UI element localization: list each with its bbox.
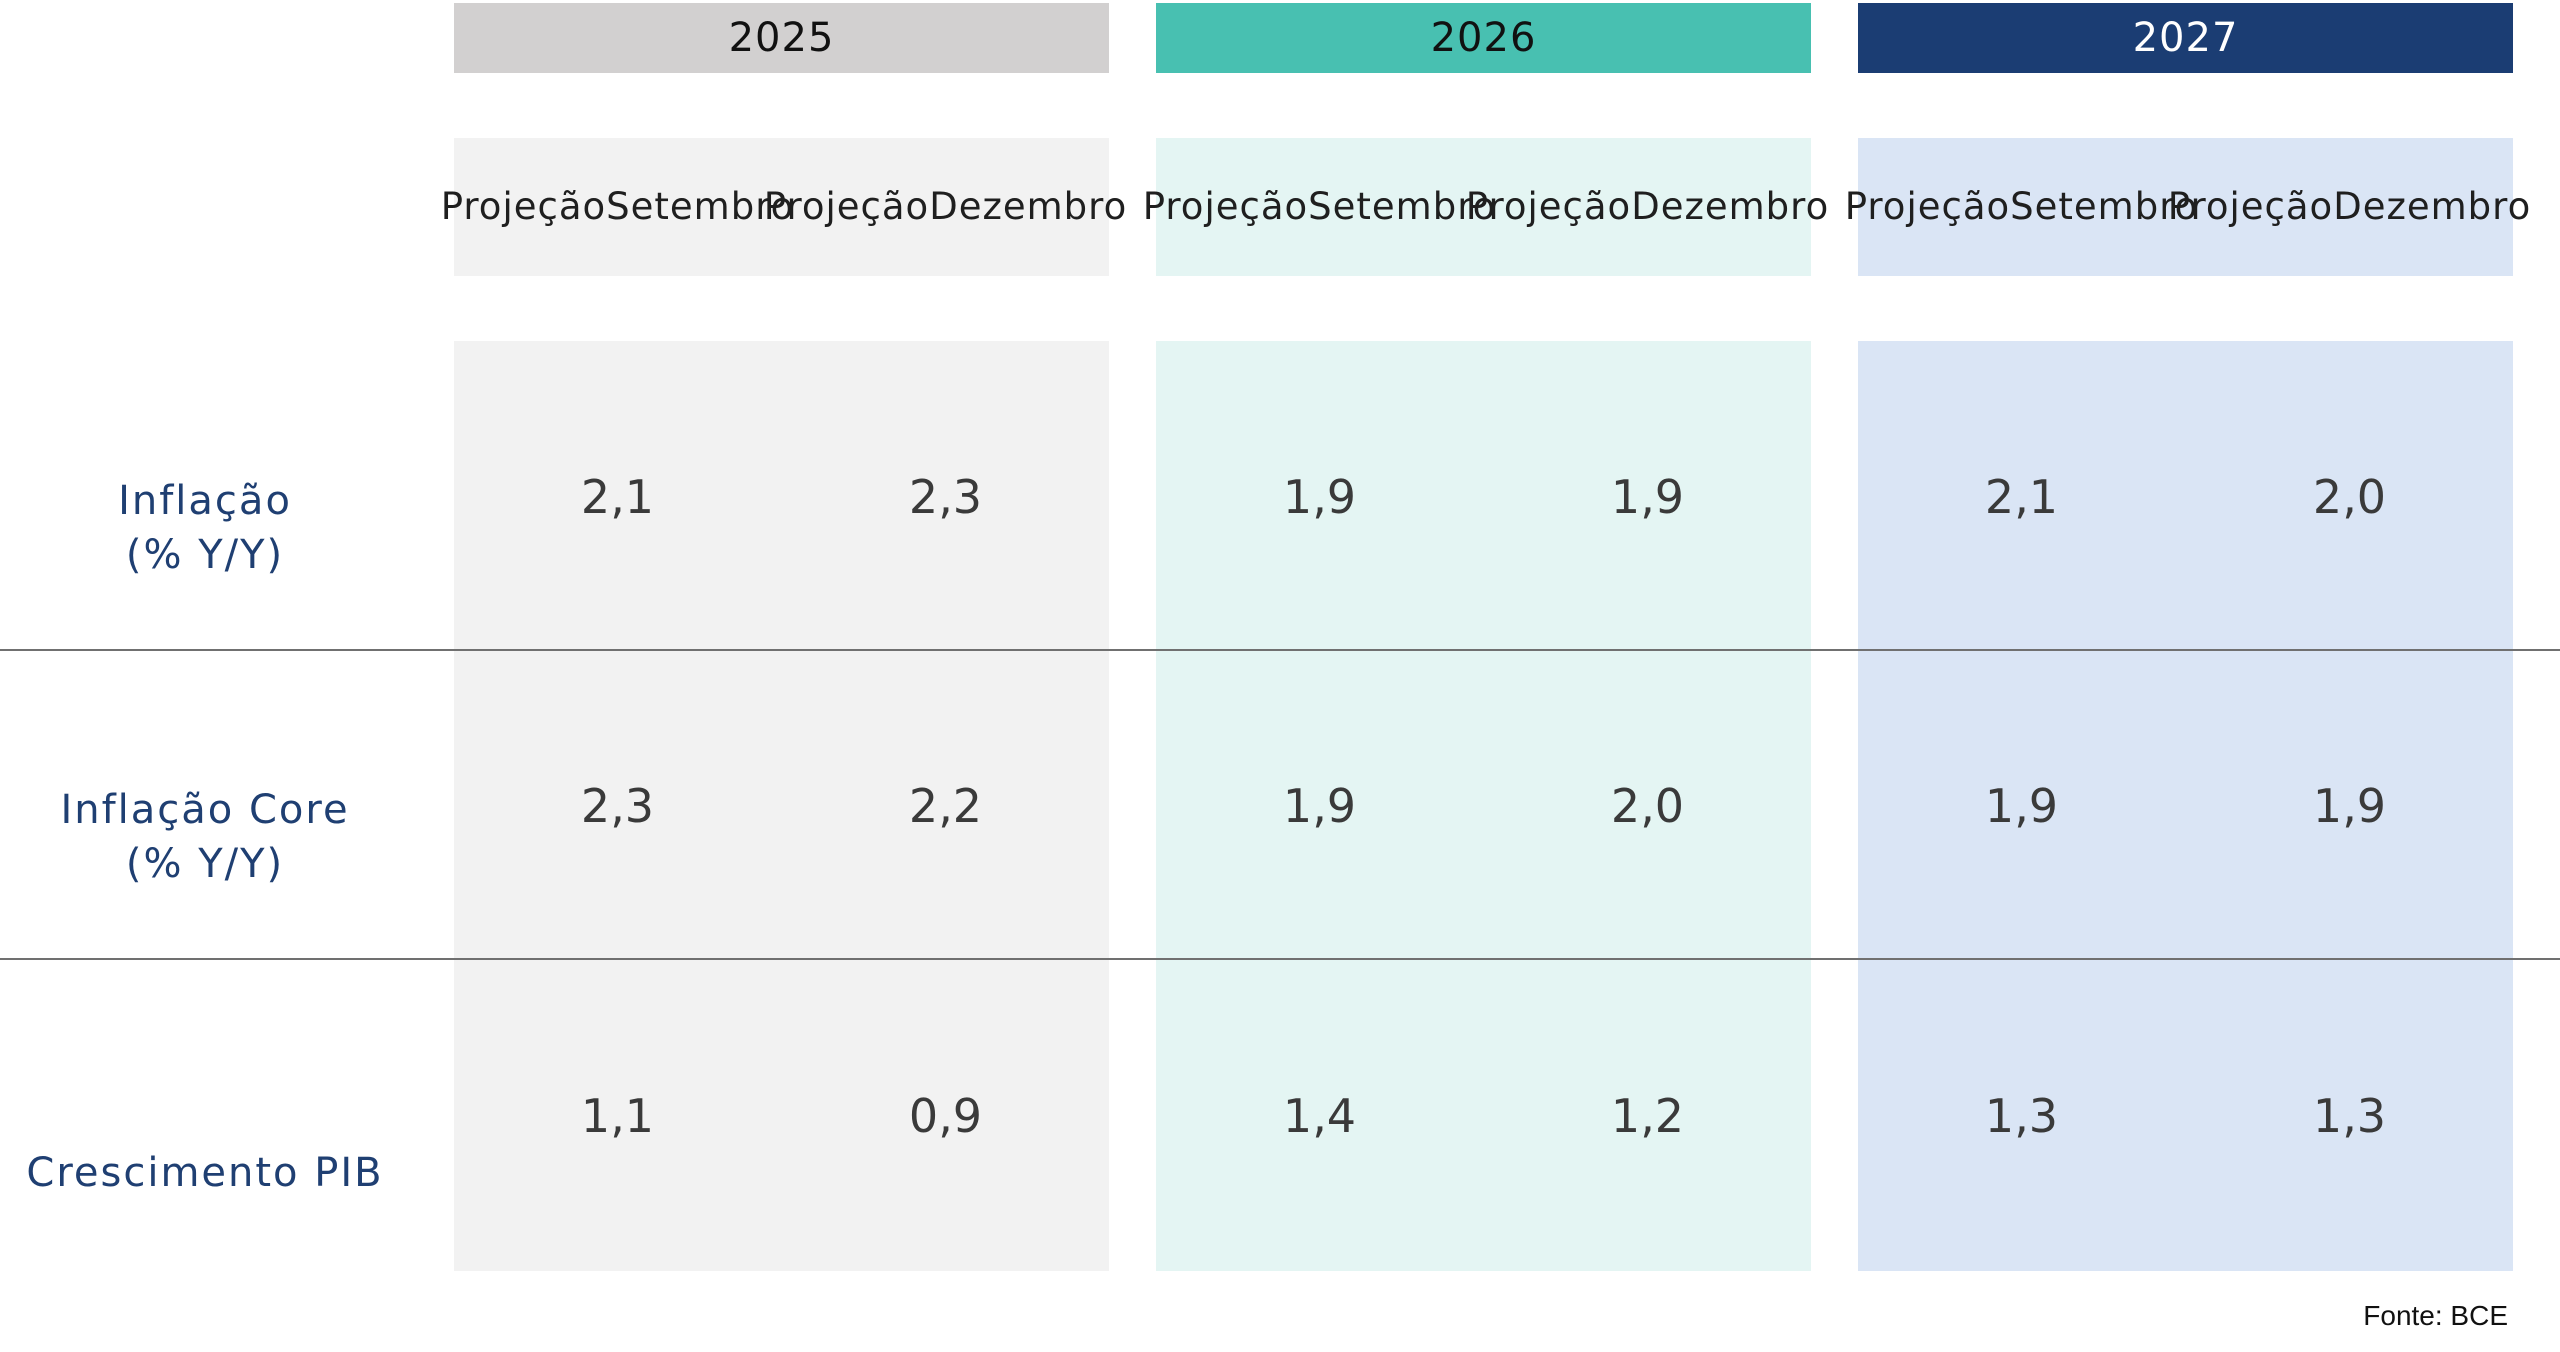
cell-pib-2027-setembro: 1,3 xyxy=(1984,1089,2059,1143)
cell-inflacao-2026-setembro: 1,9 xyxy=(1282,470,1357,524)
cell-inflacao-2025-dezembro: 2,3 xyxy=(908,470,983,524)
row-label-line: (% Y/Y) xyxy=(125,841,285,887)
subheader-line: Projeção xyxy=(1844,185,2011,228)
subheader-line: Dezembro xyxy=(1631,185,1830,228)
year-header-2026: 2026 xyxy=(1156,3,1811,73)
subheader-band-2027 xyxy=(1858,138,2513,276)
row-label-inflacao-core: Inflação Core (% Y/Y) xyxy=(0,783,410,891)
subheader-line: Projeção xyxy=(440,185,607,228)
subheader-2027-dezembro: Projeção Dezembro xyxy=(2168,138,2530,276)
cell-inflacao-2025-setembro: 2,1 xyxy=(580,470,655,524)
row-label-line: (% Y/Y) xyxy=(125,532,285,578)
subheader-line: Projeção xyxy=(763,185,930,228)
subheader-line: Dezembro xyxy=(929,185,1128,228)
subheader-2027-setembro: Projeção Setembro xyxy=(1845,138,2197,276)
row-label-crescimento-pib: Crescimento PIB xyxy=(0,1146,410,1200)
cell-inflacao-core-2026-setembro: 1,9 xyxy=(1282,779,1357,833)
cell-pib-2025-setembro: 1,1 xyxy=(580,1089,655,1143)
subheader-line: Setembro xyxy=(2010,185,2199,228)
subheader-line: Projeção xyxy=(2167,185,2334,228)
year-header-2027: 2027 xyxy=(1858,3,2513,73)
subheader-line: Setembro xyxy=(606,185,795,228)
subheader-band-2025 xyxy=(454,138,1109,276)
row-label-inflacao: Inflação (% Y/Y) xyxy=(0,474,410,582)
subheader-line: Projeção xyxy=(1142,185,1309,228)
cell-inflacao-core-2025-dezembro: 2,2 xyxy=(908,779,983,833)
cell-inflacao-2026-dezembro: 1,9 xyxy=(1610,470,1685,524)
cell-pib-2025-dezembro: 0,9 xyxy=(908,1089,983,1143)
cell-pib-2026-dezembro: 1,2 xyxy=(1610,1089,1685,1143)
row-label-line: Inflação xyxy=(118,478,292,524)
data-band-2026 xyxy=(1156,341,1811,1271)
year-header-2025: 2025 xyxy=(454,3,1109,73)
cell-inflacao-2027-dezembro: 2,0 xyxy=(2312,470,2387,524)
source-note: Fonte: BCE xyxy=(2363,1300,2508,1331)
subheader-2025-setembro: Projeção Setembro xyxy=(441,138,793,276)
data-band-2025 xyxy=(454,341,1109,1271)
cell-inflacao-core-2027-setembro: 1,9 xyxy=(1984,779,2059,833)
cell-inflacao-core-2027-dezembro: 1,9 xyxy=(2312,779,2387,833)
row-label-line: Crescimento PIB xyxy=(26,1150,384,1196)
subheader-2026-setembro: Projeção Setembro xyxy=(1143,138,1495,276)
subheader-2025-dezembro: Projeção Dezembro xyxy=(764,138,1126,276)
cell-inflacao-core-2026-dezembro: 2,0 xyxy=(1610,779,1685,833)
cell-inflacao-2027-setembro: 2,1 xyxy=(1984,470,2059,524)
row-divider xyxy=(0,958,2560,960)
subheader-band-2026 xyxy=(1156,138,1811,276)
row-divider xyxy=(0,649,2560,651)
cell-inflacao-core-2025-setembro: 2,3 xyxy=(580,779,655,833)
subheader-line: Setembro xyxy=(1308,185,1497,228)
subheader-line: Dezembro xyxy=(2333,185,2532,228)
row-label-line: Inflação Core xyxy=(60,787,350,833)
data-band-2027 xyxy=(1858,341,2513,1271)
subheader-line: Projeção xyxy=(1465,185,1632,228)
cell-pib-2026-setembro: 1,4 xyxy=(1282,1089,1357,1143)
cell-pib-2027-dezembro: 1,3 xyxy=(2312,1089,2387,1143)
subheader-2026-dezembro: Projeção Dezembro xyxy=(1466,138,1828,276)
